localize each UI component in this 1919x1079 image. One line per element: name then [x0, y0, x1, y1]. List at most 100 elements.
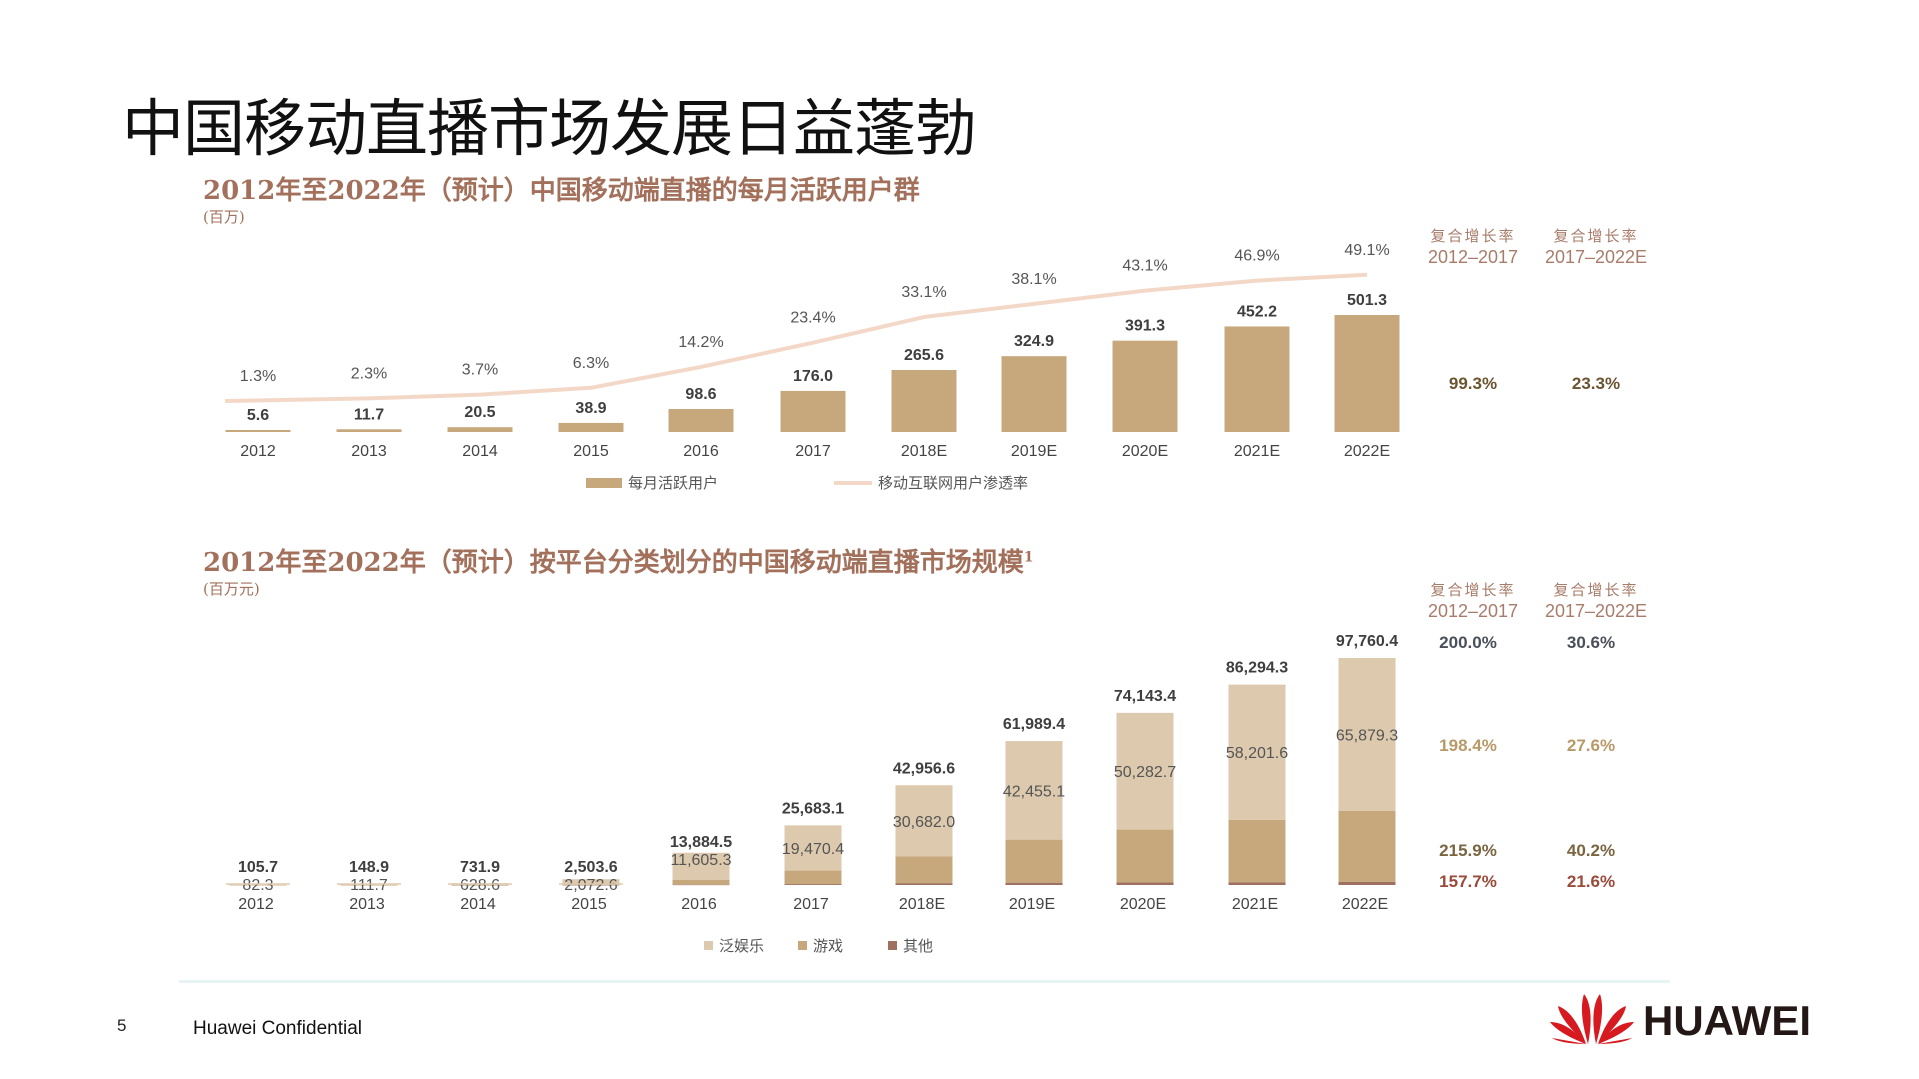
games-segment [1116, 829, 1174, 883]
mau-value-label: 391.3 [1125, 318, 1165, 335]
chart2-unit: (百万元) [203, 580, 260, 598]
x-tick-label: 2018E [899, 896, 945, 913]
entertainment-value-label: 111.7 [350, 877, 388, 894]
entertainment-segment [672, 852, 730, 880]
chart2-cagr-other: 21.6% [1566, 872, 1616, 891]
other-segment [1005, 882, 1063, 885]
x-tick-label: 2016 [681, 896, 717, 913]
legend-swatch [834, 480, 872, 485]
games-segment [451, 884, 509, 886]
total-value-label: 2,503.6 [564, 859, 617, 876]
entertainment-segment [784, 825, 842, 871]
cagr-period: 2012–2017 [1427, 247, 1519, 267]
entertainment-value-label: 19,470.4 [782, 841, 844, 858]
footer-divider [179, 980, 1670, 983]
mau-bar [225, 430, 291, 432]
entertainment-value-label: 50,282.7 [1114, 764, 1176, 781]
page-title: 中国移动直播市场发展日益蓬勃 [122, 92, 977, 165]
chart1-cagr-value: 23.3% [1571, 374, 1621, 393]
games-segment [1228, 819, 1286, 883]
entertainment-segment [1005, 741, 1063, 840]
other-segment [1338, 881, 1396, 885]
cagr-period: 2017–2022E [1544, 247, 1648, 267]
chart2-title-text: 2012年至2022年（预计）按平台分类划分的中国移动端直播市场规模 [203, 548, 1024, 578]
x-tick-label: 2018E [901, 443, 947, 460]
total-value-label: 42,956.6 [893, 760, 955, 777]
mau-value-label: 501.3 [1347, 292, 1387, 309]
total-value-label: 13,884.5 [670, 834, 732, 851]
chart1-cagr-value: 99.3% [1448, 374, 1498, 393]
chart1-cagr-header-2: 复合增长率 2017–2022E [1536, 226, 1656, 268]
total-value-label: 105.7 [238, 859, 278, 876]
total-value-label: 86,294.3 [1226, 660, 1288, 677]
huawei-wordmark: HUAWEI [1643, 997, 1811, 1044]
penetration-label: 1.3% [240, 368, 276, 385]
games-segment [1338, 810, 1396, 882]
chart2-cagr-entertainment: 198.4% [1439, 736, 1497, 755]
other-segment [672, 884, 730, 886]
chart1-legend-users: 每月活跃用户 [586, 472, 718, 493]
other-segment [784, 884, 842, 885]
page-number: 5 [117, 1016, 127, 1035]
mau-value-label: 324.9 [1014, 333, 1054, 350]
x-tick-label: 2019E [1011, 443, 1057, 460]
x-tick-label: 2022E [1344, 443, 1390, 460]
legend-label: 其他 [903, 937, 934, 955]
mau-value-label: 98.6 [685, 386, 716, 403]
cagr-period: 2012–2017 [1427, 601, 1519, 621]
legend-label: 每月活跃用户 [628, 474, 719, 492]
chart1-cagr-header-1: 复合增长率 2012–2017 [1413, 226, 1533, 268]
total-value-label: 731.9 [460, 859, 500, 876]
games-segment [340, 884, 398, 886]
entertainment-segment [895, 785, 953, 857]
entertainment-segment [229, 884, 287, 886]
chart2-cagr-other: 157.7% [1439, 872, 1497, 891]
x-tick-label: 2017 [795, 443, 831, 460]
x-tick-label: 2019E [1009, 896, 1055, 913]
mau-bar [558, 422, 624, 432]
x-tick-label: 2012 [238, 896, 274, 913]
mau-value-label: 5.6 [247, 407, 269, 424]
huawei-flower-icon: HUAWEI [1550, 994, 1811, 1044]
huawei-logo: HUAWEI [1546, 988, 1836, 1053]
penetration-label: 43.1% [1122, 258, 1167, 275]
entertainment-value-label: 2,072.6 [564, 877, 617, 894]
x-tick-label: 2012 [240, 443, 276, 460]
penetration-label: 46.9% [1234, 248, 1279, 265]
mau-value-label: 11.7 [354, 406, 384, 423]
penetration-label: 49.1% [1344, 242, 1389, 259]
mau-bar [1001, 356, 1067, 432]
mau-value-label: 20.5 [464, 404, 495, 421]
penetration-label: 3.7% [462, 362, 498, 379]
chart2-cagr-header-1: 复合增长率 2012–2017 [1413, 580, 1533, 622]
total-value-label: 25,683.1 [782, 800, 844, 817]
mau-bar [1334, 315, 1400, 432]
entertainment-value-label: 58,201.6 [1226, 745, 1288, 762]
total-value-label: 61,989.4 [1003, 716, 1065, 733]
x-tick-label: 2015 [573, 443, 609, 460]
penetration-label: 38.1% [1011, 271, 1056, 288]
x-tick-label: 2014 [460, 896, 496, 913]
penetration-label: 23.4% [790, 310, 835, 327]
penetration-line [224, 272, 1368, 403]
mau-value-label: 176.0 [793, 368, 833, 385]
entertainment-value-label: 42,455.1 [1003, 783, 1065, 800]
games-segment [784, 870, 842, 885]
chart2-cagr-games: 40.2% [1566, 841, 1616, 860]
x-tick-label: 2021E [1234, 443, 1280, 460]
chart2-legend-games: 游戏 [798, 935, 843, 956]
chart2-cagr-total: 30.6% [1566, 633, 1616, 652]
other-segment [895, 883, 953, 885]
x-tick-label: 2013 [349, 896, 385, 913]
chart2-legend-entertainment: 泛娱乐 [704, 935, 764, 956]
entertainment-value-label: 65,879.3 [1336, 727, 1398, 744]
chart2-legend-other: 其他 [888, 935, 933, 956]
entertainment-segment [1116, 712, 1174, 830]
cagr-period: 2017–2022E [1544, 601, 1648, 621]
other-segment [1116, 882, 1174, 885]
cagr-label: 复合增长率 [1430, 581, 1516, 599]
games-segment [672, 879, 730, 885]
x-tick-label: 2013 [351, 443, 387, 460]
cagr-label: 复合增长率 [1430, 227, 1516, 245]
